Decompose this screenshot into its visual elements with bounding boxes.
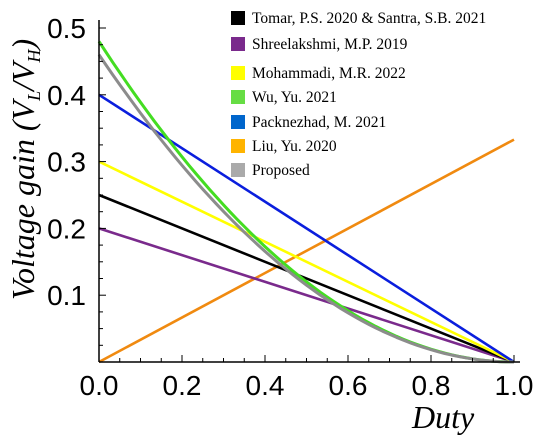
legend-label: Packnezhad, M. 2021 <box>252 114 386 131</box>
legend-label: Shreelakshmi, M.P. 2019 <box>252 36 408 53</box>
legend-swatch <box>231 163 245 177</box>
legend-label: Proposed <box>252 162 310 179</box>
y-axis-title-vl: V <box>5 97 41 120</box>
legend-swatch <box>231 37 245 51</box>
y-axis-title: Voltage gain (VL/VH) <box>5 39 44 300</box>
series-line-0 <box>98 193 515 364</box>
legend-swatch <box>231 66 245 80</box>
legend-label: Wu, Yu. 2021 <box>252 89 337 106</box>
legend-swatch <box>231 11 245 25</box>
y-tick-label: 0.3 <box>47 147 86 178</box>
y-axis-title-close: ) <box>5 39 41 52</box>
y-axis-title-vh: V <box>5 59 41 82</box>
y-tick-label: 0.2 <box>47 213 86 244</box>
series-line-1 <box>98 227 515 364</box>
legend-label: Liu, Yu. 2020 <box>252 138 337 155</box>
x-tick-label: 0.0 <box>80 370 119 401</box>
y-tick-label: 0.5 <box>47 13 86 44</box>
x-tick-label: 0.2 <box>163 370 202 401</box>
y-axis-title-vh-sub: H <box>24 48 44 63</box>
legend-swatch <box>231 90 245 104</box>
axes-layer <box>98 20 520 363</box>
legend-swatch <box>231 115 245 129</box>
series-line-4 <box>98 93 515 364</box>
x-tick-label: 1.0 <box>495 370 534 401</box>
series-line-2 <box>98 160 515 364</box>
legend-label: Tomar, P.S. 2020 & Santra, S.B. 2021 <box>252 10 486 27</box>
y-tick-label: 0.4 <box>47 80 86 111</box>
y-axis-title-slash: / <box>5 79 41 93</box>
tick-labels: 0.0 0.2 0.4 0.6 0.8 1.0 0.1 0.2 0.3 0.4 0.5 <box>47 13 533 401</box>
legend-label: Mohammadi, M.R. 2022 <box>252 65 406 82</box>
legend-swatch <box>231 139 245 153</box>
series-line-5 <box>98 138 515 364</box>
x-tick-label: 0.4 <box>246 370 285 401</box>
x-tick-label: 0.8 <box>412 370 451 401</box>
series-line-6 <box>97 53 515 364</box>
y-tick-label: 0.1 <box>47 280 86 311</box>
legend: Tomar, P.S. 2020 & Santra, S.B. 2021 Shre… <box>231 10 486 179</box>
x-tick-label: 0.6 <box>329 370 368 401</box>
series-layer <box>97 40 515 364</box>
x-axis-title: Duty <box>411 399 475 435</box>
y-axis-title-vl-sub: L <box>24 91 44 102</box>
y-axis-title-main: Voltage gain ( <box>5 118 41 300</box>
